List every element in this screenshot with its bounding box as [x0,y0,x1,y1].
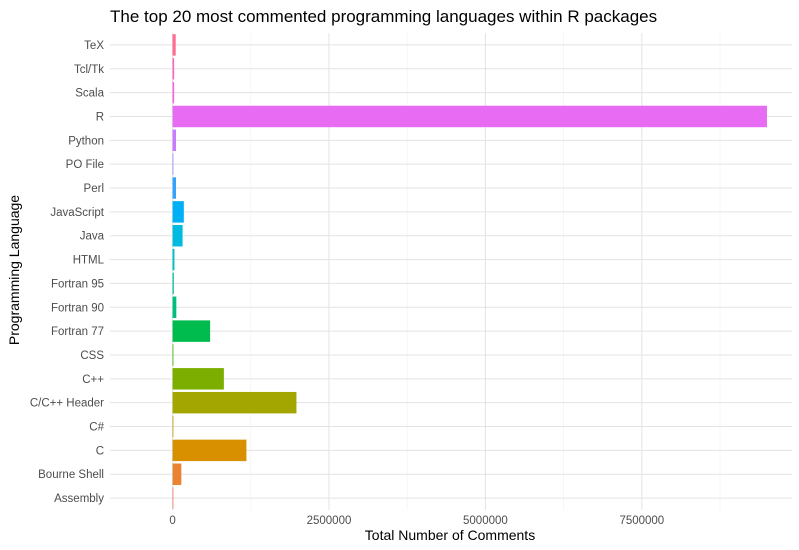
y-tick-label: C++ [82,374,104,386]
bar-po-file [172,153,174,175]
bar-bourne-shell [172,463,182,485]
y-tick-label: Java [80,231,105,243]
y-tick-label: C/C++ Header [30,398,104,410]
y-tick-label: R [96,111,104,123]
y-tick-label: CSS [80,350,104,362]
bars [172,34,767,509]
bar-r [172,105,767,128]
chart-title: The top 20 most commented programming la… [110,7,657,26]
x-tick-label: 7500000 [619,515,664,527]
x-tick-label: 5000000 [463,515,508,527]
bar-c- [172,415,174,438]
bar-tcl-tk [172,58,175,80]
y-tick-label: C [96,445,104,457]
y-tick-label: HTML [73,255,105,267]
grid [110,33,792,510]
y-tick-label: Assembly [54,493,104,505]
y-tick-label: Fortran 95 [51,278,104,290]
y-tick-label: Scala [75,88,104,100]
bar-html [172,248,175,271]
y-tick-label: PO File [66,159,104,171]
bar-css [172,344,174,366]
y-axis-ticks: Assembly Bourne Shell C C# C/C++ Header C++ CS… [30,40,105,505]
bar-fortran-95 [172,272,174,295]
bar-perl [172,177,177,199]
bar-javascript [172,201,184,223]
y-tick-label: Fortran 77 [51,326,104,338]
bar-tex [172,34,176,56]
y-tick-label: Perl [84,183,104,195]
bar-fortran-77 [172,320,211,342]
y-tick-label: C# [89,422,104,434]
y-tick-label: Python [68,135,104,147]
y-tick-label: Tcl/Tk [74,64,104,76]
bar-c-c-header [172,391,297,414]
bar-python [172,129,177,152]
x-axis-ticks: 0 2500000 5000000 7500000 [169,515,664,527]
x-tick-label: 2500000 [307,515,352,527]
x-tick-label: 0 [169,515,175,527]
y-tick-label: JavaScript [50,207,104,219]
bar-java [172,224,183,247]
x-axis-title: Total Number of Comments [365,527,535,543]
y-axis-title: Programming Language [6,195,22,345]
bar-assembly [172,487,174,509]
y-tick-label: Bourne Shell [38,469,104,481]
bar-c [172,439,247,462]
bar-c- [172,368,224,390]
bar-fortran-90 [172,296,177,319]
bar-scala [172,81,175,104]
y-tick-label: TeX [84,40,104,52]
y-tick-label: Fortran 90 [51,302,104,314]
